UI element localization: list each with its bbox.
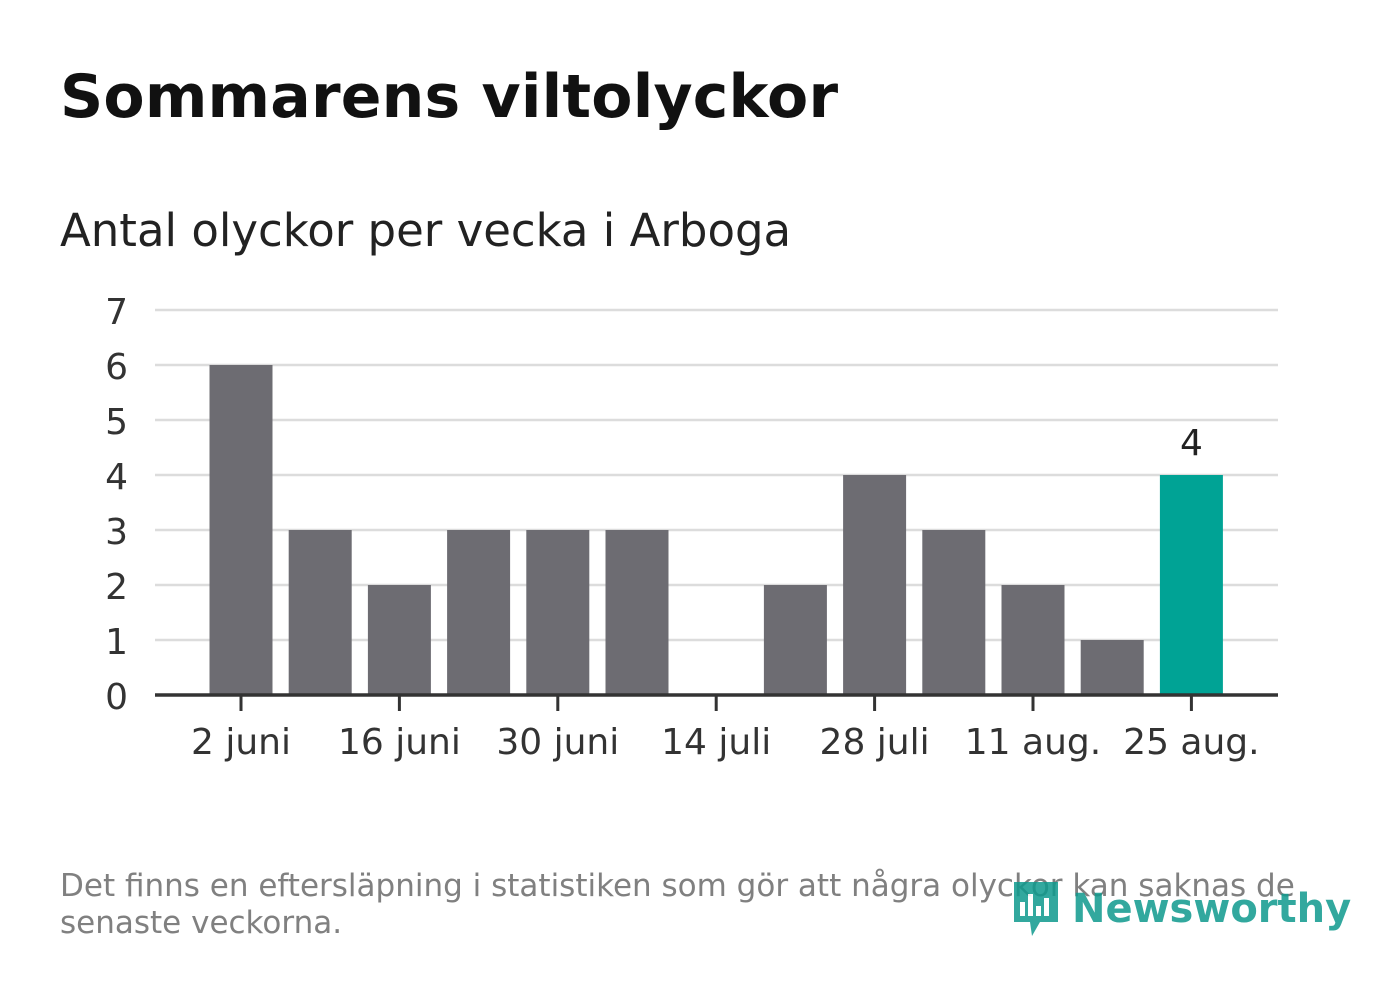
- x-tick-label: 16 juni: [338, 722, 461, 763]
- y-tick-label: 4: [105, 457, 128, 498]
- x-axis-labels: 2 juni 16 juni 30 juni 14 juli 28 juli 11 aug…: [191, 722, 1260, 763]
- bar-chart-speech-bubble-icon: [1014, 882, 1058, 936]
- chart-subtitle: Antal olyckor per vecka i Arboga: [60, 204, 792, 257]
- bar-21-juli: [763, 585, 827, 695]
- bar-28-juli: [843, 475, 907, 695]
- y-tick-label: 3: [105, 512, 128, 553]
- logo-text: Newsworthy: [1072, 886, 1352, 932]
- bar-4-aug-: [922, 530, 986, 695]
- y-axis-labels: 0 1 2 3 4 5 6 7: [105, 292, 128, 718]
- bar-9-juni: [288, 530, 352, 695]
- x-tick-label: 2 juni: [191, 722, 291, 763]
- x-tick-label: 30 juni: [496, 722, 619, 763]
- y-tick-label: 5: [105, 402, 128, 443]
- bar-25-aug-: [1159, 475, 1223, 695]
- bars: [209, 365, 1223, 695]
- bar-2-juni: [209, 365, 273, 695]
- bar-23-juni: [447, 530, 511, 695]
- x-tick-label: 28 juli: [820, 722, 930, 763]
- y-tick-label: 2: [105, 567, 128, 608]
- bar-11-aug-: [1001, 585, 1065, 695]
- y-tick-label: 6: [105, 347, 128, 388]
- y-tick-label: 0: [105, 677, 128, 718]
- x-axis: [155, 693, 1278, 711]
- newsworthy-logo: Newsworthy: [1010, 878, 1351, 940]
- x-tick-label: 25 aug.: [1123, 722, 1259, 763]
- y-tick-label: 1: [105, 622, 128, 663]
- y-tick-label: 7: [105, 292, 128, 333]
- x-tick-label: 14 juli: [661, 722, 771, 763]
- bar-30-juni: [526, 530, 590, 695]
- chart-title: Sommarens viltolyckor: [60, 62, 839, 132]
- data-label: 4: [1180, 423, 1203, 464]
- x-tick-label: 11 aug.: [965, 722, 1101, 763]
- data-labels: 4: [1180, 423, 1203, 464]
- bar-18-aug-: [1080, 640, 1144, 695]
- bar-16-juni: [367, 585, 431, 695]
- footnote: Det finns en eftersläpning i statistiken…: [60, 868, 1295, 941]
- bar-7-juli: [605, 530, 669, 695]
